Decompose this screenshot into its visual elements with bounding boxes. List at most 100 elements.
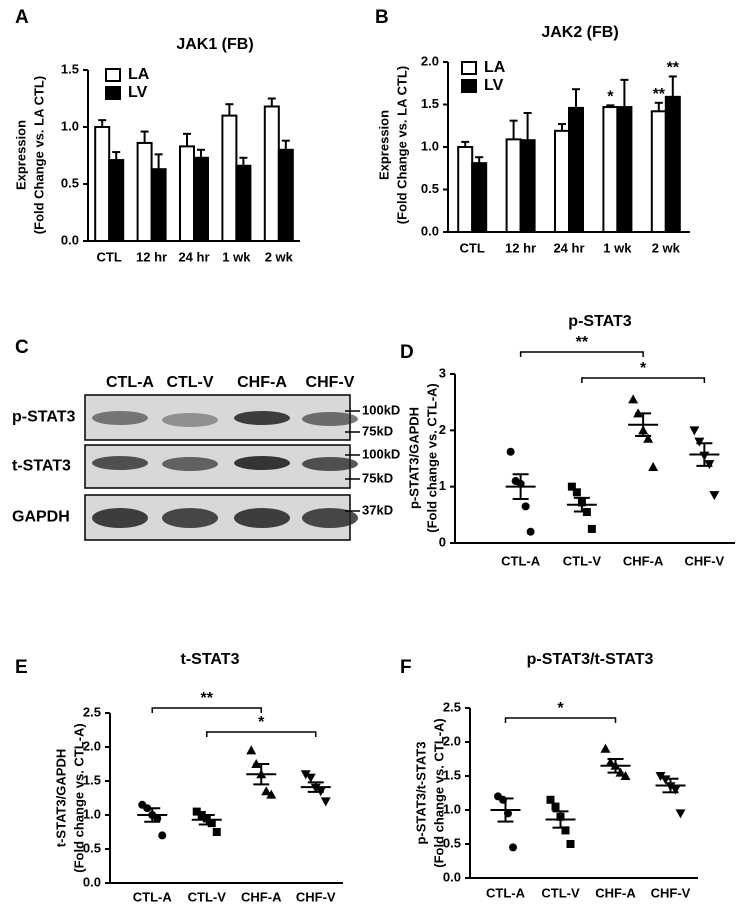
bar bbox=[179, 145, 195, 243]
data-point bbox=[694, 437, 705, 447]
data-point bbox=[305, 773, 316, 783]
data-point bbox=[572, 488, 581, 497]
marker-label: 100kD bbox=[362, 446, 400, 461]
legend-swatch bbox=[105, 86, 121, 100]
bar bbox=[568, 106, 584, 233]
y-tick-label: 2.5 bbox=[443, 699, 461, 714]
marker-label: 75kD bbox=[362, 423, 393, 438]
comparison-bracket bbox=[206, 731, 317, 737]
y-tick-label: 2.0 bbox=[421, 53, 439, 68]
row-label: t-STAT3 bbox=[12, 458, 71, 475]
panel-letter: B bbox=[375, 7, 389, 28]
x-tick-label: CTL-V bbox=[188, 889, 227, 904]
y-tick-label: 2.5 bbox=[83, 704, 101, 719]
chart-title: JAK1 (FB) bbox=[176, 36, 253, 53]
y-tick-label: 0.5 bbox=[443, 835, 461, 850]
y-axis-label: (Fold change vs. CTL-A) bbox=[431, 718, 446, 868]
chart-title: t-STAT3 bbox=[181, 651, 240, 668]
data-point bbox=[561, 826, 570, 835]
bar bbox=[136, 141, 153, 243]
bar bbox=[235, 164, 252, 242]
x-tick-label: CHF-V bbox=[296, 889, 336, 904]
chart-title: p-STAT3 bbox=[568, 313, 632, 330]
data-point bbox=[506, 447, 515, 456]
marker-label: 75kD bbox=[362, 470, 393, 485]
significance-label: * bbox=[607, 89, 614, 106]
y-tick-label: 1.0 bbox=[443, 801, 461, 816]
marker-label: 37kD bbox=[362, 502, 393, 517]
y-tick-label: 0.0 bbox=[61, 232, 79, 247]
bar bbox=[263, 105, 280, 243]
x-tick-label: 24 hr bbox=[178, 249, 209, 264]
data-point bbox=[620, 771, 631, 780]
y-tick-label: 2.0 bbox=[83, 738, 101, 753]
y-axis-label: p-STAT3/GAPDH bbox=[406, 407, 421, 509]
comparison-bracket bbox=[519, 351, 644, 357]
data-point bbox=[266, 789, 277, 799]
x-tick-label: CHF-A bbox=[623, 553, 664, 568]
data-point bbox=[655, 772, 666, 781]
data-point bbox=[648, 461, 659, 471]
blot-band bbox=[162, 508, 218, 528]
blot-band bbox=[302, 457, 358, 471]
x-tick-label: CTL-V bbox=[541, 885, 580, 900]
x-tick-label: 12 hr bbox=[136, 249, 167, 264]
panel-letter: D bbox=[400, 342, 414, 363]
data-point bbox=[605, 757, 616, 767]
bar bbox=[277, 148, 294, 242]
data-point bbox=[207, 819, 216, 828]
panel-letter: A bbox=[15, 7, 29, 28]
row-label: p-STAT3 bbox=[12, 409, 76, 426]
blot-band bbox=[302, 508, 358, 528]
comparison-bracket bbox=[581, 377, 706, 383]
data-point bbox=[704, 460, 715, 470]
significance-label: ** bbox=[653, 86, 666, 103]
bar bbox=[221, 114, 238, 242]
y-tick-label: 0.5 bbox=[61, 175, 79, 190]
y-axis-label: p-STAT3/t-STAT3 bbox=[413, 741, 428, 844]
y-tick-label: 1.0 bbox=[61, 118, 79, 133]
x-tick-label: 24 hr bbox=[553, 240, 584, 255]
x-tick-label: CHF-A bbox=[595, 885, 636, 900]
chart-title: p-STAT3/t-STAT3 bbox=[527, 651, 654, 668]
x-tick-label: CHF-A bbox=[241, 889, 282, 904]
y-axis-label: (Fold change vs. CTL-A) bbox=[71, 723, 86, 873]
marker-label: 100kD bbox=[362, 402, 400, 417]
x-tick-label: 12 hr bbox=[505, 240, 536, 255]
data-point bbox=[521, 502, 530, 511]
y-tick-label: 0.0 bbox=[443, 869, 461, 884]
x-tick-label: CTL-V bbox=[563, 553, 602, 568]
lane-label: CHF-A bbox=[237, 374, 287, 391]
significance-label: ** bbox=[201, 690, 214, 707]
legend-label: LA bbox=[128, 66, 150, 83]
y-tick-label: 1.0 bbox=[421, 138, 439, 153]
blot-band bbox=[92, 456, 148, 470]
comparison-bracket bbox=[151, 707, 262, 713]
y-tick-label: 0.5 bbox=[83, 840, 101, 855]
y-tick-label: 1.5 bbox=[61, 61, 79, 76]
y-tick-label: 2.0 bbox=[443, 733, 461, 748]
data-point bbox=[509, 843, 517, 852]
bar bbox=[650, 110, 667, 233]
legend-label: LA bbox=[484, 59, 506, 76]
significance-label: ** bbox=[576, 334, 589, 351]
data-point bbox=[153, 814, 162, 823]
data-point bbox=[566, 840, 575, 848]
x-tick-label: CTL-A bbox=[501, 553, 541, 568]
bar bbox=[471, 162, 488, 233]
bar bbox=[519, 139, 536, 233]
x-tick-label: CTL bbox=[97, 249, 122, 264]
y-axis-label: (Fold Change vs. LA CTL) bbox=[394, 66, 409, 224]
data-point bbox=[600, 743, 611, 753]
y-tick-label: 3 bbox=[439, 365, 446, 380]
legend-label: LV bbox=[128, 84, 148, 101]
data-point bbox=[192, 807, 201, 816]
y-axis-label: t-STAT3/GAPDH bbox=[53, 749, 68, 847]
bar bbox=[193, 156, 209, 242]
data-point bbox=[261, 786, 272, 796]
panel-letter: E bbox=[15, 657, 28, 678]
lane-label: CTL-V bbox=[166, 374, 213, 391]
x-tick-label: CHF-V bbox=[651, 885, 691, 900]
y-tick-label: 0.5 bbox=[421, 181, 439, 196]
row-label: GAPDH bbox=[12, 509, 70, 526]
